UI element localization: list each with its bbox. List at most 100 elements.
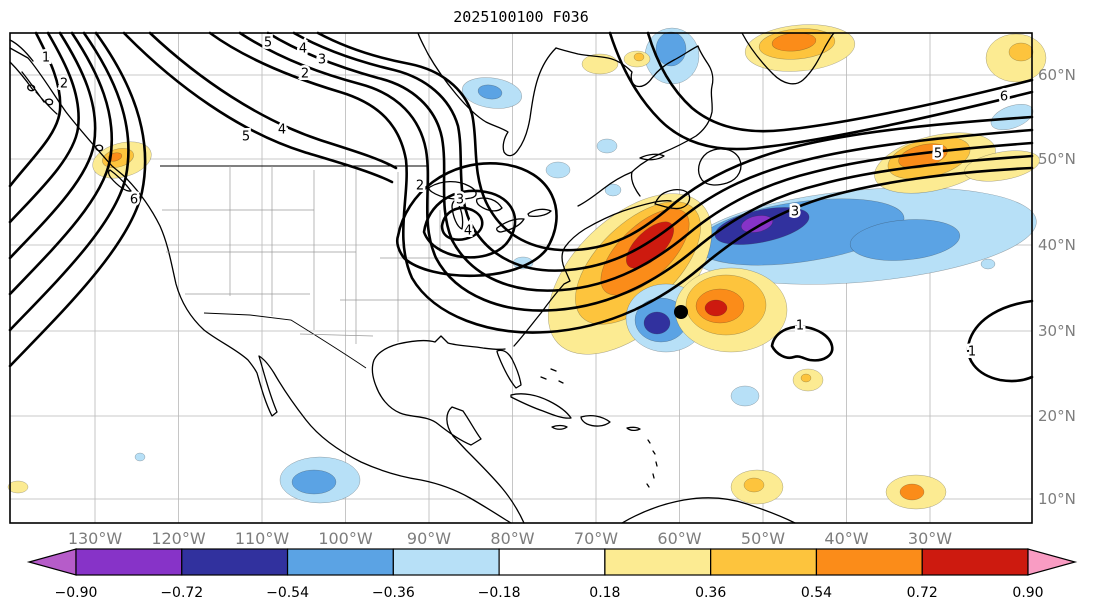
contour-line [8,31,147,368]
contour-line [238,31,1034,312]
contour-label: 2 [416,179,424,194]
contour-line [8,31,62,188]
contour-line [8,31,130,332]
colorbar-tick-label: −0.90 [55,585,98,601]
bahamas-islets [540,368,564,384]
contour-label: 1 [968,345,976,360]
lon-tick-label: 70°W [573,529,619,548]
colorbar-tick-label: 0.72 [907,585,938,601]
contour-label: 1 [796,319,804,334]
shaded-anomaly-regions [7,24,1047,510]
anomaly-region [1008,42,1034,62]
contour-line [316,31,1034,252]
anomaly-region [741,215,773,233]
anomaly-region [743,477,765,493]
contour-label: 2 [60,77,68,92]
contour-label: 4 [464,224,472,239]
anomaly-region [800,373,812,383]
contour-label: 4 [278,123,286,138]
lat-tick-label: 20°N [1038,407,1076,425]
lon-tick-label: 130°W [67,529,123,548]
contour-closed-loop [422,189,517,259]
contour-label: 6 [130,193,138,208]
anticosti-island [639,153,665,161]
anomaly-region [545,161,571,179]
contour-label: 3 [791,205,799,220]
state-borders [162,166,470,344]
contour-line [8,31,80,224]
lon-tick-label: 110°W [234,529,290,548]
colorbar-segment [604,548,712,576]
jamaica-coastline [551,424,568,430]
contour-label: 4 [299,42,307,57]
contour-line [608,31,1034,151]
florida-coastline [496,349,522,389]
contour-closed-loop [967,299,1034,383]
lon-tick-label: 90°W [406,529,452,548]
contour-line [266,31,1034,292]
gulf-caribbean-coastline [371,335,525,524]
colorbar-right-arrow [1027,548,1078,576]
lon-tick-label: 50°W [740,529,786,548]
lon-tick-label: 80°W [490,529,535,548]
colorbar-tick-label: 0.90 [1012,585,1043,601]
contour-closed-loop [395,162,558,278]
contour-closed-loop [770,325,834,362]
lat-tick-label: 50°N [1038,150,1076,168]
lesser-antilles-islets [646,439,658,488]
colorbar-tick-label: 0.54 [801,585,832,601]
contour-label: 2 [301,67,309,82]
colorbar-tick-label: −0.36 [372,585,415,601]
anomaly-region [581,53,619,75]
quebec-labrador-coastline [555,45,714,207]
anomaly-region [643,311,671,335]
newfoundland-coastline [697,148,742,186]
anomaly-region [7,480,29,494]
contour-label: 5 [934,147,942,162]
puerto-rico-coastline [626,426,641,432]
greenland-coastline [741,32,835,85]
anomaly-region [596,138,618,154]
contour-line [292,31,1034,272]
colorbar-tick-label: 0.18 [589,585,620,601]
colorbar-tick-label: −0.72 [160,585,203,601]
lon-tick-label: 100°W [318,529,373,548]
contour-line [122,31,394,184]
contour-lines [8,31,1034,383]
anomaly-region [477,84,503,100]
anomaly-region [291,469,337,495]
anomaly-region [604,183,622,197]
colorbar-segment [286,548,394,576]
anomaly-region [633,52,645,62]
contour-label: 6 [1000,90,1008,105]
lon-tick-label: 120°W [151,529,206,548]
colorbar-segment [921,548,1029,576]
colorbar-tick-label: 0.36 [695,585,726,601]
colorbar-tick-label: −0.54 [266,585,309,601]
contour-line [8,31,97,260]
colorbar: −0.90 −0.72 −0.54 −0.36 −0.18 0.18 0.36 0.54 0.7… [26,548,1078,601]
colorbar-segment [181,548,289,576]
colorbar-tick-label: −0.18 [478,585,521,601]
lon-tick-label: 60°W [657,529,702,548]
colorbar-segment [498,548,606,576]
atlantic-coastline [513,199,672,347]
contour-label: 3 [318,53,326,68]
hispaniola-coastline [580,415,611,427]
contour-label: 1 [42,51,50,66]
south-america-coastline [621,497,796,524]
lon-tick-label: 30°W [907,529,953,548]
lat-tick-label: 40°N [1038,236,1076,254]
colorbar-left-arrow [26,548,77,576]
alaska-coastline [9,39,104,152]
chart-title: 2025100100 F036 [453,8,589,26]
anomaly-region [899,483,925,501]
lat-tick-label: 60°N [1038,66,1076,84]
cuba-coastline [510,393,572,419]
anomaly-region [704,299,728,317]
colorbar-segment [75,548,183,576]
country-borders [160,165,428,369]
